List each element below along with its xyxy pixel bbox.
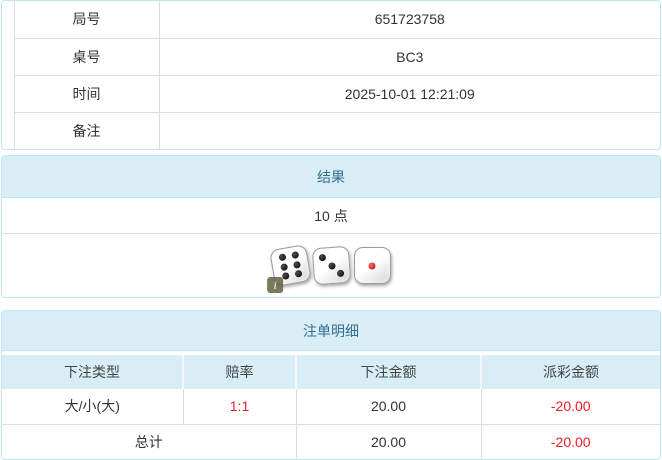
die-pip xyxy=(294,269,303,279)
total-label-cell: 总计 xyxy=(134,433,163,450)
table-row: 局号 651723758 xyxy=(2,1,660,38)
die-pip xyxy=(318,253,326,262)
bet-type-cell: 大/小(大) xyxy=(2,389,183,425)
dice-result: i xyxy=(2,234,660,297)
die-pip xyxy=(277,252,286,262)
column-header-payout-amount: 派彩金额 xyxy=(480,355,660,389)
table-row: 桌号 BC3 xyxy=(2,37,660,75)
time-label: 时间 xyxy=(14,74,160,112)
game-info-panel: 局号 651723758 桌号 BC3 时间 2025-10-01 12:21:… xyxy=(1,0,661,150)
result-points: 10 点 xyxy=(2,198,660,234)
total-bet-amount-cell: 20.00 xyxy=(295,424,481,459)
die-face-1-icon xyxy=(353,247,391,284)
total-payout-amount-cell: -20.00 xyxy=(480,424,660,459)
round-id-label: 局号 xyxy=(14,1,160,38)
spacer-cell xyxy=(2,38,15,75)
dice-info-icon[interactable]: i xyxy=(266,276,283,293)
table-row: 备注 xyxy=(2,111,660,149)
table-id-value: BC3 xyxy=(159,37,660,75)
die-pip xyxy=(336,269,344,278)
payout-amount-cell: -20.00 xyxy=(480,389,660,425)
table-header-row: 下注类型 赔率 下注金额 派彩金额 xyxy=(2,355,660,389)
die-pip xyxy=(327,261,335,270)
total-row: 总计 20.00 -20.00 xyxy=(2,424,660,459)
game-info-table: 局号 651723758 桌号 BC3 时间 2025-10-01 12:21:… xyxy=(2,1,660,149)
remark-value xyxy=(159,111,660,149)
result-panel-title: 结果 xyxy=(2,156,660,198)
spacer-cell xyxy=(2,112,15,149)
remark-label: 备注 xyxy=(14,111,160,149)
spacer-cell xyxy=(2,1,15,38)
column-header-odds: 赔率 xyxy=(182,355,296,389)
die-face-6-icon: i xyxy=(266,244,312,293)
die-pip xyxy=(292,260,301,269)
bet-details-panel: 注单明细 下注类型 赔率 下注金额 派彩金额 大/小(大) 1:1 20.00 … xyxy=(1,310,661,460)
column-header-bet-amount: 下注金额 xyxy=(295,355,481,389)
bet-details-title: 注单明细 xyxy=(2,311,660,351)
spacer-cell xyxy=(2,75,15,112)
odds-cell: 1:1 xyxy=(182,389,296,425)
die-pip xyxy=(290,250,299,259)
table-row: 时间 2025-10-01 12:21:09 xyxy=(2,74,660,112)
die-pip xyxy=(279,262,288,271)
result-panel: 结果 10 点 i xyxy=(1,155,661,298)
round-id-value: 651723758 xyxy=(374,11,445,28)
column-header-bet-type: 下注类型 xyxy=(2,355,183,389)
table-id-label: 桌号 xyxy=(14,37,160,75)
bet-amount-cell: 20.00 xyxy=(295,389,481,425)
die-pip xyxy=(368,262,376,269)
die-face-3-icon xyxy=(311,245,351,286)
bet-row: 大/小(大) 1:1 20.00 -20.00 xyxy=(2,389,660,425)
time-value: 2025-10-01 12:21:09 xyxy=(159,74,660,112)
bet-details-table: 下注类型 赔率 下注金额 派彩金额 大/小(大) 1:1 20.00 -20.0… xyxy=(2,355,660,459)
